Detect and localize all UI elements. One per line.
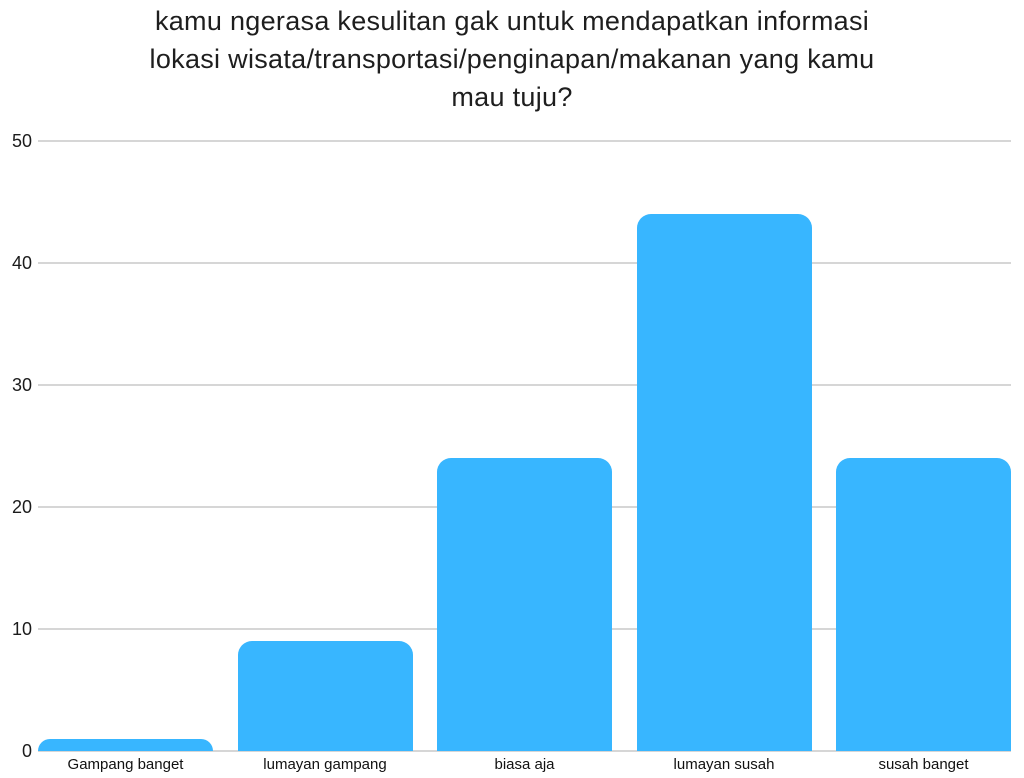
gridline-0: [38, 750, 1011, 752]
bar-slot-lumayan-susah: lumayan susah: [636, 141, 812, 773]
bar-lumayan-susah: [636, 214, 812, 751]
x-category-label: Gampang banget: [67, 756, 184, 773]
bar-slot-biasa-aja: biasa aja: [437, 141, 612, 773]
y-tick-label-20: 20: [11, 497, 32, 517]
bar-slot-lumayan-gampang: lumayan gampang: [237, 141, 413, 773]
x-category-label: lumayan susah: [673, 756, 775, 773]
y-tick-label-50: 50: [11, 131, 32, 151]
gridline-50: [38, 140, 1011, 142]
y-tick-label-40: 40: [11, 253, 32, 273]
bar-gampang-banget: [38, 738, 213, 751]
x-category-label: susah banget: [878, 756, 969, 773]
bars-row: Gampang banget lumayan gampang biasa aja lu…: [38, 141, 1011, 773]
gridline-30: [38, 384, 1011, 386]
gridline-40: [38, 262, 1011, 264]
bar-slot-gampang-banget: Gampang banget: [38, 141, 213, 773]
bar-lumayan-gampang: [237, 641, 413, 751]
y-tick-label-10: 10: [11, 619, 32, 639]
x-category-label: biasa aja: [494, 756, 555, 773]
y-tick-label-0: 0: [21, 741, 32, 761]
chart-title: kamu ngerasa kesulitan gak untuk mendapa…: [0, 2, 1024, 116]
bar-susah-banget: [836, 458, 1011, 751]
chart-title-line: mau tuju?: [451, 82, 573, 112]
plot-area: 0 10 20 30 40 50 Gampang banget lumayan gampang…: [12, 131, 1011, 773]
chart-title-line: lokasi wisata/transportasi/penginapan/ma…: [149, 44, 875, 74]
bar-slot-susah-banget: susah banget: [836, 141, 1011, 773]
bar-biasa-aja: [437, 458, 612, 751]
chart-title-line: kamu ngerasa kesulitan gak untuk mendapa…: [154, 6, 870, 36]
y-tick-label-30: 30: [11, 375, 32, 395]
x-category-label: lumayan gampang: [263, 756, 387, 773]
